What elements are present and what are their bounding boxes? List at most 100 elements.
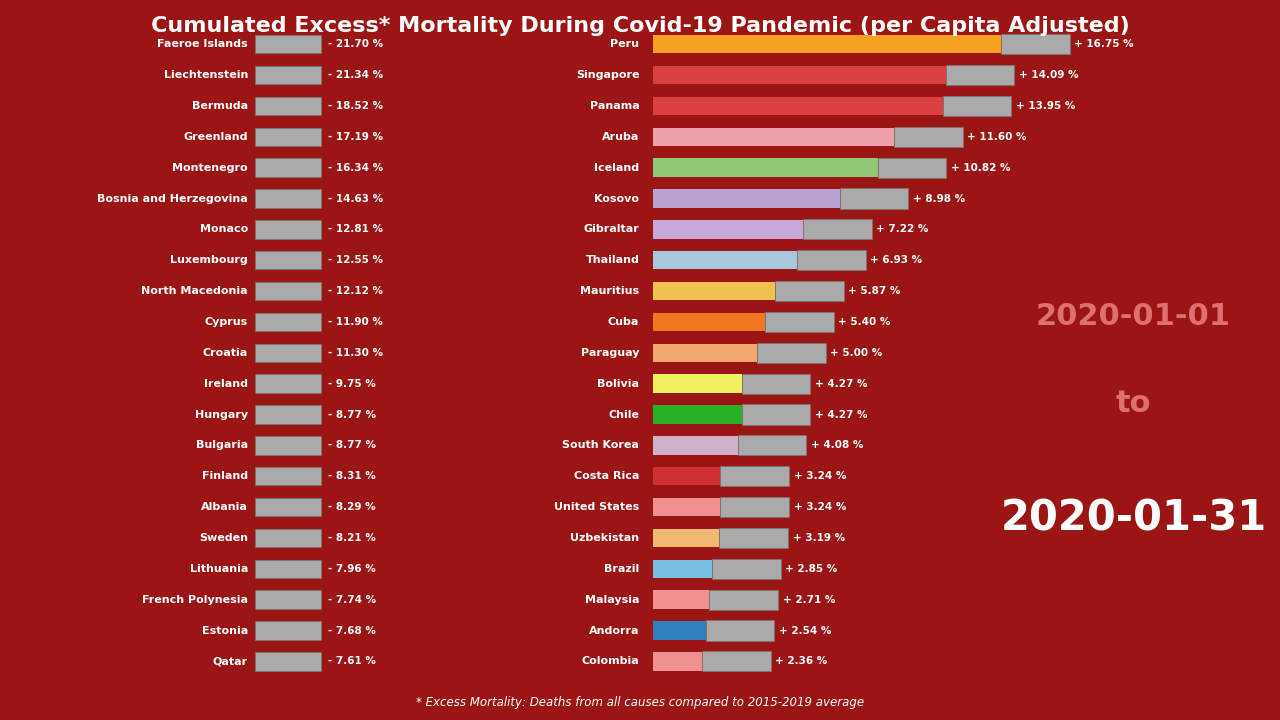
- FancyBboxPatch shape: [653, 220, 803, 238]
- FancyBboxPatch shape: [255, 220, 321, 238]
- Text: - 17.19 %: - 17.19 %: [328, 132, 383, 142]
- FancyBboxPatch shape: [653, 96, 943, 115]
- FancyBboxPatch shape: [255, 498, 321, 516]
- Text: - 12.81 %: - 12.81 %: [328, 225, 383, 235]
- Text: Finland: Finland: [202, 471, 248, 481]
- Text: + 5.87 %: + 5.87 %: [849, 286, 901, 296]
- Text: + 8.98 %: + 8.98 %: [913, 194, 965, 204]
- FancyBboxPatch shape: [653, 621, 705, 640]
- FancyBboxPatch shape: [803, 220, 872, 239]
- Text: + 2.54 %: + 2.54 %: [780, 626, 832, 636]
- Text: Andorra: Andorra: [589, 626, 639, 636]
- FancyBboxPatch shape: [255, 189, 321, 208]
- FancyBboxPatch shape: [255, 652, 321, 670]
- Text: French Polynesia: French Polynesia: [142, 595, 248, 605]
- FancyBboxPatch shape: [653, 189, 840, 208]
- FancyBboxPatch shape: [653, 374, 741, 393]
- Text: - 16.34 %: - 16.34 %: [328, 163, 384, 173]
- Text: Singapore: Singapore: [576, 70, 639, 80]
- FancyBboxPatch shape: [774, 281, 844, 301]
- FancyBboxPatch shape: [737, 436, 806, 455]
- FancyBboxPatch shape: [255, 127, 321, 146]
- Text: Liechtenstein: Liechtenstein: [164, 70, 248, 80]
- Text: - 11.90 %: - 11.90 %: [328, 317, 383, 327]
- Text: - 8.21 %: - 8.21 %: [328, 533, 376, 543]
- FancyBboxPatch shape: [1001, 34, 1070, 54]
- FancyBboxPatch shape: [719, 528, 788, 548]
- FancyBboxPatch shape: [255, 528, 321, 547]
- Text: South Korea: South Korea: [562, 441, 639, 451]
- FancyBboxPatch shape: [943, 96, 1011, 116]
- FancyBboxPatch shape: [255, 374, 321, 393]
- FancyBboxPatch shape: [712, 559, 781, 579]
- Text: Cuba: Cuba: [608, 317, 639, 327]
- Text: - 7.68 %: - 7.68 %: [328, 626, 376, 636]
- Text: Peru: Peru: [611, 39, 639, 49]
- Text: - 12.55 %: - 12.55 %: [328, 255, 383, 265]
- Text: Croatia: Croatia: [202, 348, 248, 358]
- Text: + 4.08 %: + 4.08 %: [812, 441, 864, 451]
- Text: Chile: Chile: [608, 410, 639, 420]
- Text: Lithuania: Lithuania: [189, 564, 248, 574]
- Text: - 8.77 %: - 8.77 %: [328, 410, 376, 420]
- Text: Greenland: Greenland: [183, 132, 248, 142]
- Text: Qatar: Qatar: [212, 657, 248, 667]
- FancyBboxPatch shape: [797, 251, 865, 270]
- Text: - 8.29 %: - 8.29 %: [328, 502, 376, 512]
- FancyBboxPatch shape: [255, 343, 321, 362]
- Text: Thailand: Thailand: [585, 255, 639, 265]
- Text: Malaysia: Malaysia: [585, 595, 639, 605]
- Text: Brazil: Brazil: [604, 564, 639, 574]
- FancyBboxPatch shape: [653, 436, 737, 454]
- FancyBboxPatch shape: [653, 467, 721, 485]
- FancyBboxPatch shape: [653, 127, 893, 146]
- Text: Cumulated Excess* Mortality During Covid-19 Pandemic (per Capita Adjusted): Cumulated Excess* Mortality During Covid…: [151, 16, 1129, 36]
- Text: + 4.27 %: + 4.27 %: [815, 379, 868, 389]
- Text: + 3.24 %: + 3.24 %: [794, 471, 846, 481]
- Text: Kosovo: Kosovo: [594, 194, 639, 204]
- Text: Sweden: Sweden: [200, 533, 248, 543]
- FancyBboxPatch shape: [878, 158, 946, 178]
- Text: + 3.19 %: + 3.19 %: [792, 533, 845, 543]
- Text: - 11.30 %: - 11.30 %: [328, 348, 383, 358]
- Text: - 21.34 %: - 21.34 %: [328, 70, 384, 80]
- FancyBboxPatch shape: [893, 127, 963, 147]
- FancyBboxPatch shape: [653, 405, 741, 424]
- Text: - 7.61 %: - 7.61 %: [328, 657, 376, 667]
- Text: North Macedonia: North Macedonia: [141, 286, 248, 296]
- FancyBboxPatch shape: [255, 436, 321, 454]
- Text: + 5.40 %: + 5.40 %: [838, 317, 891, 327]
- FancyBboxPatch shape: [255, 251, 321, 269]
- Text: Luxembourg: Luxembourg: [170, 255, 248, 265]
- Text: 2020-01-31: 2020-01-31: [1001, 498, 1267, 539]
- Text: + 3.24 %: + 3.24 %: [794, 502, 846, 512]
- Text: + 4.27 %: + 4.27 %: [815, 410, 868, 420]
- FancyBboxPatch shape: [653, 251, 797, 269]
- Text: + 2.36 %: + 2.36 %: [776, 657, 828, 667]
- Text: - 21.70 %: - 21.70 %: [328, 39, 384, 49]
- Text: - 14.63 %: - 14.63 %: [328, 194, 384, 204]
- FancyBboxPatch shape: [653, 282, 774, 300]
- Text: - 18.52 %: - 18.52 %: [328, 101, 383, 111]
- Text: + 13.95 %: + 13.95 %: [1016, 101, 1075, 111]
- FancyBboxPatch shape: [255, 559, 321, 578]
- FancyBboxPatch shape: [709, 590, 778, 610]
- FancyBboxPatch shape: [255, 66, 321, 84]
- Text: Faeroe Islands: Faeroe Islands: [157, 39, 248, 49]
- Text: Colombia: Colombia: [581, 657, 639, 667]
- FancyBboxPatch shape: [653, 559, 712, 578]
- Text: Hungary: Hungary: [195, 410, 248, 420]
- FancyBboxPatch shape: [255, 35, 321, 53]
- FancyBboxPatch shape: [653, 590, 709, 609]
- FancyBboxPatch shape: [255, 467, 321, 485]
- Text: + 5.00 %: + 5.00 %: [831, 348, 882, 358]
- Text: - 8.31 %: - 8.31 %: [328, 471, 376, 481]
- FancyBboxPatch shape: [255, 405, 321, 424]
- Text: - 9.75 %: - 9.75 %: [328, 379, 376, 389]
- FancyBboxPatch shape: [721, 497, 788, 517]
- FancyBboxPatch shape: [653, 498, 721, 516]
- FancyBboxPatch shape: [721, 467, 788, 486]
- FancyBboxPatch shape: [703, 652, 771, 671]
- FancyBboxPatch shape: [255, 158, 321, 177]
- Text: Uzbekistan: Uzbekistan: [570, 533, 639, 543]
